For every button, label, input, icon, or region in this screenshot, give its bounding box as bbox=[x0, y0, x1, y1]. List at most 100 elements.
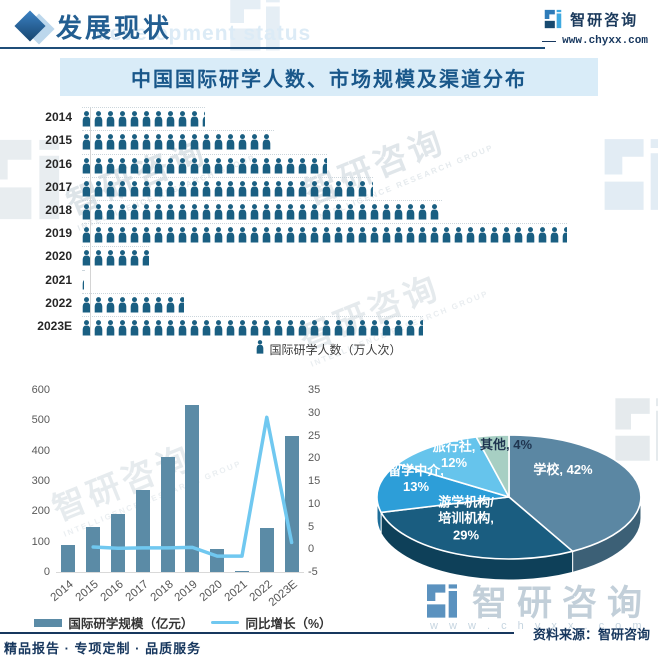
person-icon bbox=[130, 180, 139, 197]
pictogram-year-label: 2021 bbox=[45, 272, 72, 287]
person-icon bbox=[322, 204, 331, 220]
pie-slice bbox=[508, 434, 642, 553]
pictogram-icon-track bbox=[82, 246, 149, 266]
person-icon bbox=[106, 134, 115, 150]
pictogram-icon-track bbox=[82, 315, 423, 336]
x-axis-line bbox=[56, 572, 304, 573]
person-icon bbox=[274, 180, 283, 197]
pictogram-icon-track bbox=[82, 223, 567, 243]
pictogram-row: 2017 bbox=[30, 174, 634, 197]
person-icon bbox=[94, 204, 103, 220]
person-icon bbox=[118, 319, 127, 336]
person-icon bbox=[406, 204, 415, 220]
bar bbox=[111, 514, 125, 572]
person-icon bbox=[154, 134, 163, 150]
left-axis-tick: 300 bbox=[31, 475, 50, 487]
person-icon bbox=[190, 111, 199, 127]
pie-slice-label: 其他, 4% bbox=[479, 436, 533, 452]
pie-slice bbox=[395, 436, 511, 499]
person-icon bbox=[250, 180, 259, 197]
person-icon bbox=[382, 319, 391, 336]
person-icon bbox=[166, 296, 175, 313]
pictogram-year-label: 2019 bbox=[45, 226, 72, 241]
footer-tagline: 精品报告 · 专项定制 · 品质服务 bbox=[4, 641, 202, 656]
person-icon bbox=[394, 204, 403, 220]
person-icon bbox=[514, 227, 523, 243]
person-icon bbox=[202, 180, 211, 197]
person-icon bbox=[118, 180, 127, 197]
bar bbox=[86, 526, 101, 572]
pictogram-icon-track bbox=[82, 153, 327, 174]
person-icon bbox=[118, 134, 127, 150]
pie-svg bbox=[376, 434, 642, 581]
person-icon bbox=[418, 204, 427, 220]
person-icon bbox=[130, 157, 139, 174]
person-icon bbox=[274, 227, 283, 243]
section-diamond-icon bbox=[14, 10, 56, 45]
person-icon bbox=[238, 180, 247, 197]
pictogram-chart: 2014 2015 bbox=[30, 104, 634, 342]
person-icon bbox=[322, 180, 331, 197]
person-icon bbox=[262, 227, 271, 243]
person-icon bbox=[106, 319, 115, 336]
person-icon bbox=[370, 204, 379, 220]
person-icon bbox=[142, 134, 151, 150]
right-axis-tick: 0 bbox=[308, 543, 315, 556]
person-icon bbox=[298, 319, 307, 336]
person-icon bbox=[82, 319, 91, 336]
person-icon bbox=[154, 157, 163, 174]
data-source-label: 资料来源：智研咨询 bbox=[532, 627, 650, 642]
pie-slice-label: 游学机构/培训机构, 29% bbox=[438, 494, 494, 543]
left-axis-tick: 100 bbox=[31, 535, 50, 548]
person-icon bbox=[346, 180, 355, 197]
person-icon-partial bbox=[562, 227, 567, 243]
bar-swatch bbox=[34, 618, 63, 627]
person-icon bbox=[406, 227, 415, 243]
pictogram-icon-track bbox=[82, 176, 373, 197]
person-icon bbox=[190, 227, 199, 243]
person-icon bbox=[256, 340, 264, 359]
legend-item-bar: 国际研学规模（亿元） bbox=[34, 613, 193, 632]
pictogram-year-label: 2018 bbox=[45, 202, 72, 217]
person-icon bbox=[334, 319, 343, 336]
person-icon bbox=[118, 204, 127, 220]
person-icon bbox=[130, 227, 139, 243]
person-icon bbox=[226, 204, 235, 220]
person-icon bbox=[298, 204, 307, 220]
person-icon bbox=[262, 134, 271, 150]
person-icon bbox=[262, 180, 271, 197]
person-icon bbox=[262, 157, 271, 174]
person-icon bbox=[142, 296, 151, 313]
person-icon bbox=[202, 157, 211, 174]
person-icon bbox=[142, 157, 151, 174]
person-icon bbox=[82, 296, 91, 313]
person-icon bbox=[382, 227, 391, 243]
person-icon bbox=[202, 227, 211, 243]
person-icon bbox=[238, 227, 247, 243]
pictogram-year-label: 2022 bbox=[45, 295, 72, 310]
person-icon bbox=[106, 204, 115, 220]
left-axis-tick: 600 bbox=[31, 384, 50, 396]
person-icon bbox=[250, 227, 259, 243]
person-icon bbox=[106, 250, 115, 266]
person-icon bbox=[286, 227, 295, 243]
brand-site-url[interactable]: www.chyxx.com bbox=[562, 35, 648, 47]
bar bbox=[61, 544, 76, 572]
pie-slice bbox=[376, 462, 510, 514]
growth-line bbox=[91, 415, 294, 558]
pictogram-year-label: 2015 bbox=[45, 133, 72, 148]
person-icon bbox=[370, 227, 379, 243]
person-icon bbox=[106, 296, 115, 313]
person-icon bbox=[106, 157, 115, 174]
person-icon bbox=[142, 319, 151, 336]
pictogram-legend: 国际研学人数（万人次） bbox=[0, 340, 658, 359]
person-icon bbox=[310, 180, 319, 197]
person-icon bbox=[238, 319, 247, 336]
person-icon bbox=[550, 227, 559, 243]
pie-slice bbox=[474, 434, 510, 498]
pictogram-year-label: 2017 bbox=[45, 179, 72, 194]
person-icon bbox=[190, 319, 199, 336]
pie-slice-label: 学校, 42% bbox=[533, 461, 593, 477]
person-icon-partial bbox=[178, 296, 184, 313]
pie-slice bbox=[379, 496, 575, 560]
